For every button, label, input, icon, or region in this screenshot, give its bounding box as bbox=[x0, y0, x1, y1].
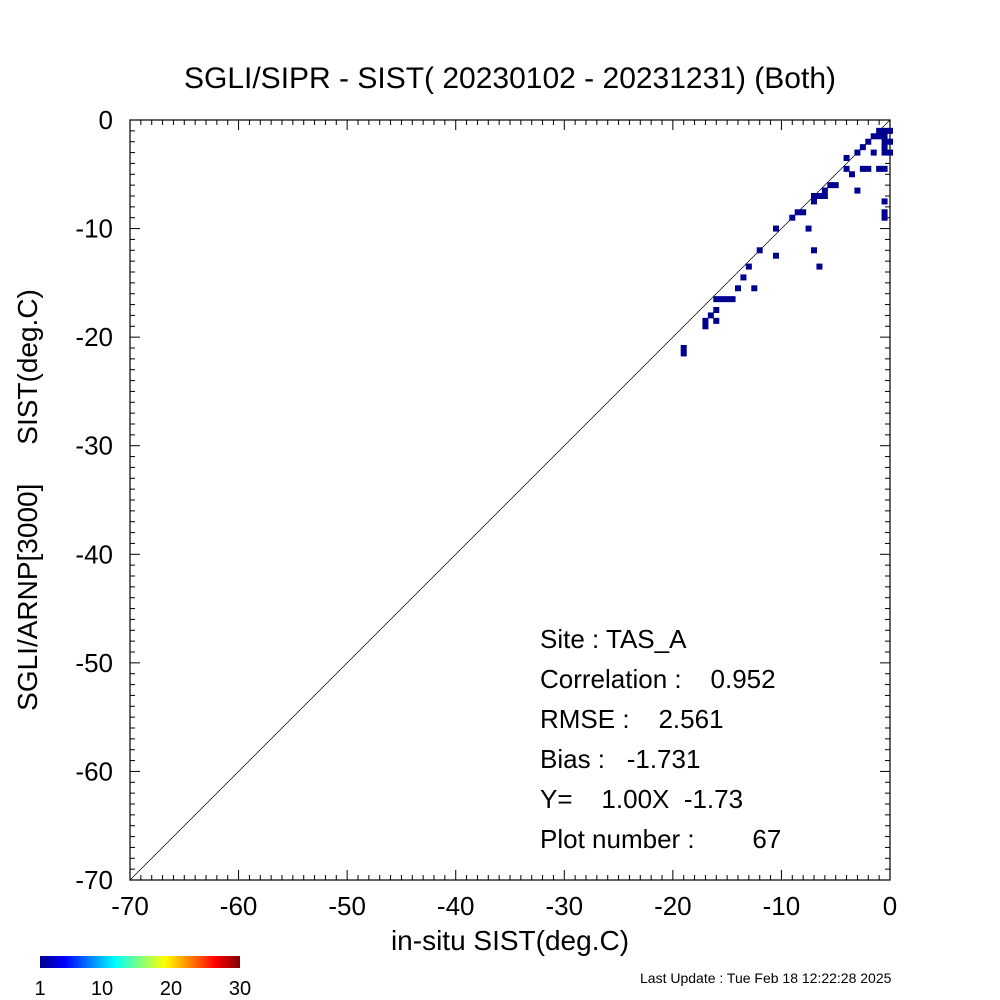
data-point bbox=[773, 225, 779, 232]
y-tick-label: -20 bbox=[75, 322, 113, 352]
data-point bbox=[821, 193, 828, 199]
data-point bbox=[702, 323, 709, 330]
data-point bbox=[713, 307, 720, 313]
y-tick-labels: -70 -60 -50 -40 -30 -20 -10 0 bbox=[75, 105, 113, 895]
x-tick-label: -60 bbox=[220, 891, 258, 921]
colorbar-tick-10: 10 bbox=[91, 978, 113, 1000]
y-tick-label: -40 bbox=[75, 539, 113, 569]
data-point bbox=[854, 149, 861, 156]
x-tick-label: -70 bbox=[111, 891, 149, 921]
y-tick-label: -10 bbox=[75, 214, 113, 244]
x-tick-label: -40 bbox=[437, 891, 475, 921]
data-point bbox=[843, 165, 850, 172]
data-point bbox=[881, 165, 888, 172]
data-point bbox=[794, 209, 801, 216]
data-point bbox=[859, 144, 866, 151]
major-ticks bbox=[129, 119, 891, 881]
data-point bbox=[876, 165, 883, 172]
chart-title: SGLI/SIPR - SIST( 20230102 - 20231231) (… bbox=[184, 62, 836, 95]
y-tick-label: -30 bbox=[75, 431, 113, 461]
one-to-one-line bbox=[129, 119, 891, 881]
data-point bbox=[865, 138, 872, 145]
data-point bbox=[680, 345, 687, 351]
data-point bbox=[821, 187, 828, 194]
y-tick-label: -50 bbox=[75, 648, 113, 678]
x-tick-label: -10 bbox=[763, 891, 801, 921]
data-point bbox=[881, 127, 888, 134]
data-point bbox=[707, 312, 714, 319]
y-axis-label: SGLI/ARNP[3000] SIST(deg.C) bbox=[12, 289, 43, 711]
data-point bbox=[680, 350, 687, 357]
data-point bbox=[887, 149, 893, 156]
data-point bbox=[887, 127, 893, 134]
data-point bbox=[881, 133, 888, 140]
colorbar-tick-1: 1 bbox=[34, 978, 45, 1000]
data-point bbox=[876, 133, 883, 140]
stat-plot-number: Plot number : 67 bbox=[540, 824, 781, 854]
last-update-text: Last Update : Tue Feb 18 12:22:28 2025 bbox=[640, 970, 892, 986]
x-tick-label: 0 bbox=[883, 891, 897, 921]
data-point bbox=[811, 247, 817, 254]
data-point bbox=[870, 133, 877, 140]
data-point bbox=[751, 285, 758, 292]
data-point bbox=[735, 285, 741, 292]
data-point bbox=[724, 296, 731, 303]
data-point bbox=[789, 214, 796, 221]
y-tick-label: -70 bbox=[75, 865, 113, 895]
data-point bbox=[832, 182, 839, 189]
x-tick-label: -50 bbox=[328, 891, 366, 921]
data-point bbox=[849, 171, 855, 178]
data-point bbox=[702, 317, 709, 324]
stat-regression: Y= 1.00X -1.73 bbox=[540, 784, 743, 814]
data-point bbox=[756, 247, 763, 254]
colorbar-tick-30: 30 bbox=[229, 978, 251, 1000]
data-point bbox=[811, 193, 817, 199]
data-point bbox=[718, 296, 725, 303]
y-tick-label: 0 bbox=[99, 105, 113, 135]
stat-correlation: Correlation : 0.952 bbox=[540, 664, 776, 694]
data-point bbox=[816, 263, 823, 270]
data-point bbox=[713, 296, 720, 303]
data-point bbox=[800, 209, 807, 216]
data-point bbox=[713, 317, 720, 324]
data-point bbox=[745, 263, 752, 270]
data-point bbox=[881, 149, 888, 156]
y-tick-label: -60 bbox=[75, 756, 113, 786]
data-point bbox=[881, 198, 888, 205]
data-point bbox=[859, 165, 866, 172]
data-point bbox=[854, 187, 861, 194]
stats-box: Site : TAS_A Correlation : 0.952 RMSE : … bbox=[540, 624, 781, 854]
data-point bbox=[881, 209, 888, 216]
data-point bbox=[881, 138, 888, 145]
data-point bbox=[811, 198, 817, 205]
data-point bbox=[729, 296, 736, 303]
x-tick-label: -30 bbox=[545, 891, 583, 921]
data-points bbox=[680, 127, 893, 357]
data-point bbox=[843, 155, 850, 161]
x-axis-label: in-situ SIST(deg.C) bbox=[391, 925, 629, 956]
data-point bbox=[805, 225, 812, 232]
data-point bbox=[881, 214, 888, 221]
colorbar bbox=[40, 956, 240, 968]
data-point bbox=[881, 144, 888, 151]
stat-rmse: RMSE : 2.561 bbox=[540, 704, 724, 734]
data-point bbox=[740, 274, 747, 281]
colorbar-tick-20: 20 bbox=[160, 978, 182, 1000]
data-point bbox=[773, 252, 779, 259]
data-point bbox=[887, 138, 893, 145]
x-tick-labels: -70 -60 -50 -40 -30 -20 -10 0 bbox=[111, 891, 897, 921]
stat-bias: Bias : -1.731 bbox=[540, 744, 700, 774]
x-tick-label: -20 bbox=[654, 891, 692, 921]
stat-site: Site : TAS_A bbox=[540, 624, 687, 654]
data-point bbox=[865, 165, 872, 172]
data-point bbox=[876, 127, 883, 134]
data-point bbox=[827, 182, 834, 189]
data-point bbox=[870, 149, 877, 156]
data-point bbox=[816, 193, 823, 199]
